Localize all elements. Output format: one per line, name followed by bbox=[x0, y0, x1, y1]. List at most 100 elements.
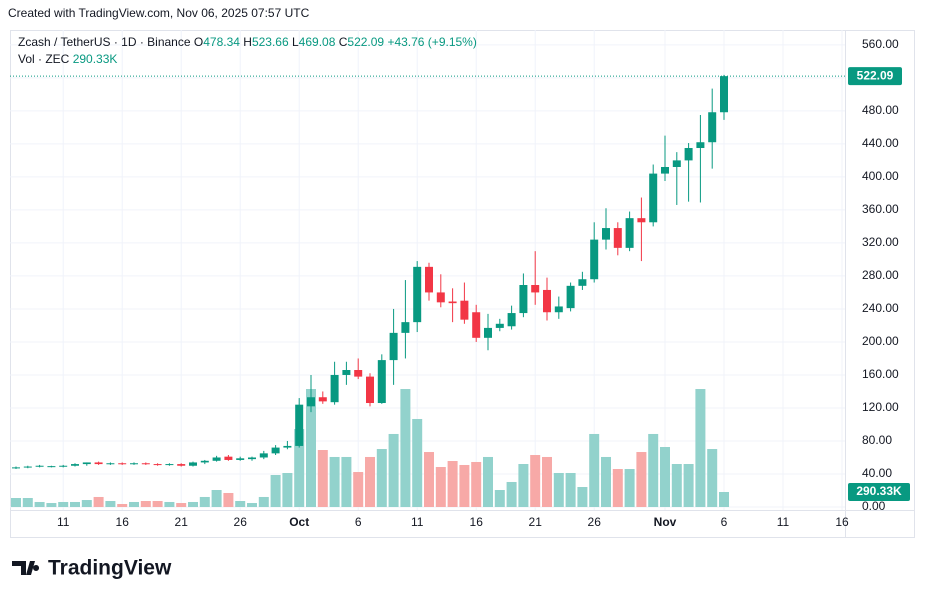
volume-bar bbox=[22, 498, 33, 507]
candle-body bbox=[200, 460, 209, 463]
volume-bar bbox=[424, 452, 434, 507]
volume-bar bbox=[636, 452, 647, 507]
x-tick-label: 11 bbox=[411, 515, 424, 529]
y-tick-label: 160.00 bbox=[862, 367, 899, 381]
volume-tag bbox=[848, 482, 910, 501]
candle-body bbox=[531, 285, 540, 293]
chart-frame bbox=[10, 30, 915, 538]
candle-body bbox=[472, 312, 481, 338]
y-tick-label: 560.00 bbox=[862, 37, 899, 51]
volume-bar bbox=[282, 472, 293, 507]
y-tick-label: 0.00 bbox=[862, 499, 886, 513]
candle-body bbox=[436, 292, 445, 303]
volume-bar bbox=[624, 469, 635, 507]
volume-bar bbox=[188, 501, 198, 507]
candle-body bbox=[307, 397, 315, 407]
legend-row: Zcash / TetherUS · 1D · Binance O478.34 … bbox=[18, 35, 477, 49]
low-label: L bbox=[291, 35, 299, 49]
volume-bar bbox=[671, 464, 682, 507]
volume-value: 290.33K bbox=[72, 52, 118, 66]
candle-body bbox=[720, 76, 728, 113]
volume-legend: Vol · ZEC 290.33K bbox=[18, 52, 117, 66]
candle-body bbox=[377, 360, 386, 404]
candle-body bbox=[649, 173, 658, 223]
volume-bar bbox=[199, 496, 210, 507]
volume-bar bbox=[660, 447, 670, 507]
candle-body bbox=[484, 327, 492, 338]
candle-body bbox=[507, 313, 516, 327]
volume-bar bbox=[518, 464, 529, 507]
volume-bar bbox=[93, 496, 104, 507]
volume-bar bbox=[329, 456, 340, 507]
y-tick-label: 320.00 bbox=[862, 235, 899, 249]
candle-body bbox=[637, 218, 646, 223]
candle-body bbox=[389, 332, 398, 361]
candle-body bbox=[59, 465, 68, 467]
caption: Created with TradingView.com, Nov 06, 20… bbox=[8, 6, 310, 20]
volume-bar bbox=[459, 464, 470, 507]
volume-bar bbox=[471, 461, 482, 507]
x-tick-label: 11 bbox=[777, 515, 790, 529]
volume-bar bbox=[447, 461, 458, 507]
volume-bar bbox=[176, 503, 187, 507]
volume-name: Vol · ZEC bbox=[18, 52, 70, 66]
volume-bar bbox=[353, 472, 364, 507]
volume-bar bbox=[223, 492, 234, 507]
candle-body bbox=[708, 112, 717, 143]
open-label: O bbox=[193, 35, 204, 49]
candle-body bbox=[212, 457, 221, 461]
candle-body bbox=[413, 266, 422, 323]
y-tick-label: 240.00 bbox=[862, 301, 899, 315]
y-tick-label: 400.00 bbox=[862, 169, 899, 183]
candle-body bbox=[625, 218, 634, 248]
candle-body bbox=[318, 397, 327, 402]
volume-bar bbox=[152, 501, 163, 507]
volume-bar bbox=[542, 456, 552, 507]
candle-body bbox=[236, 458, 245, 460]
volume-bar bbox=[695, 389, 706, 507]
x-tick-label: Nov bbox=[654, 515, 677, 529]
candle-body bbox=[153, 464, 162, 466]
volume-bar bbox=[483, 456, 493, 507]
price-tag-label: 522.09 bbox=[857, 68, 894, 82]
volume-bar bbox=[235, 501, 246, 507]
candle-body bbox=[661, 166, 669, 174]
x-tick-label: Oct bbox=[289, 515, 309, 529]
x-tick-label: 26 bbox=[234, 515, 248, 529]
candle-body bbox=[543, 289, 551, 313]
candle-body bbox=[248, 457, 256, 460]
volume-bar bbox=[506, 481, 517, 507]
high-value: 523.66 bbox=[251, 35, 289, 49]
x-tick-label: 16 bbox=[116, 515, 130, 529]
volume-bar bbox=[341, 456, 352, 507]
price-tag bbox=[848, 67, 902, 86]
volume-bar bbox=[46, 503, 57, 507]
candle-body bbox=[118, 463, 127, 465]
volume-bar bbox=[589, 433, 600, 507]
brand: TradingView bbox=[48, 557, 172, 580]
x-tick-label: 26 bbox=[588, 515, 602, 529]
candle-body bbox=[141, 463, 150, 465]
candle-body bbox=[130, 463, 138, 465]
candle-body bbox=[342, 370, 351, 375]
candle-body bbox=[495, 323, 504, 328]
x-tick-label: 16 bbox=[835, 515, 849, 529]
volume-bar bbox=[34, 501, 45, 507]
volume-bar bbox=[648, 433, 659, 507]
y-tick-label: 280.00 bbox=[862, 268, 899, 282]
y-tick-label: 440.00 bbox=[862, 136, 899, 150]
candle-body bbox=[283, 445, 292, 448]
volume-bar bbox=[400, 389, 411, 507]
volume-bar bbox=[612, 469, 623, 507]
candle-body bbox=[106, 463, 115, 465]
candle-body bbox=[401, 322, 410, 333]
candle-body bbox=[354, 370, 363, 377]
candle-body bbox=[519, 285, 528, 314]
volume-bar bbox=[140, 501, 151, 507]
candle-body bbox=[12, 467, 20, 469]
candle-body bbox=[295, 404, 304, 446]
symbol-title: Zcash / TetherUS · 1D · Binance bbox=[18, 35, 191, 49]
candle-body bbox=[189, 462, 197, 466]
volume-bar bbox=[117, 504, 128, 507]
